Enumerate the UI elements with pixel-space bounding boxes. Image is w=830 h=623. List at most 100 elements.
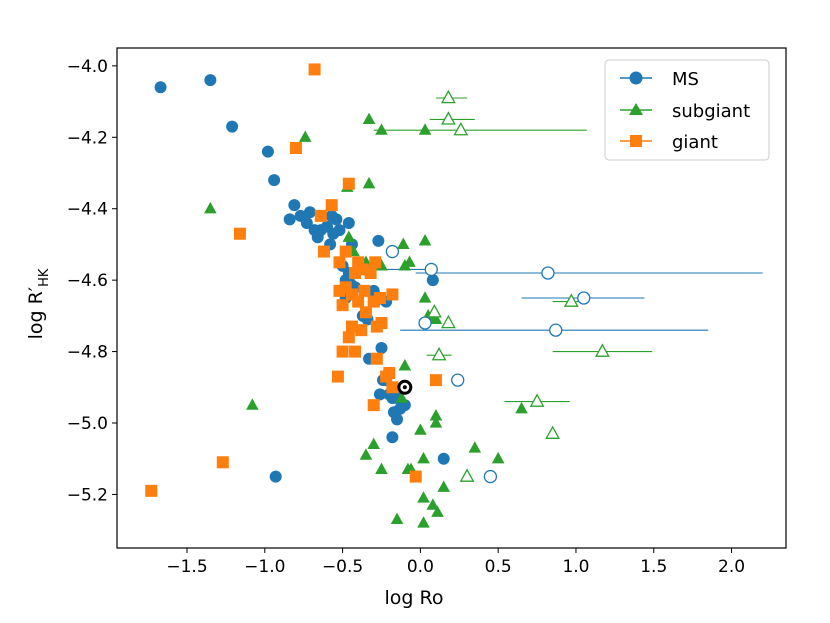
open-point-ms <box>418 316 432 330</box>
data-point-subgiant <box>375 123 388 135</box>
y-axis-label-sub: HK <box>37 268 52 287</box>
legend-box <box>604 59 770 161</box>
y-axis-label: log R′HK <box>25 268 52 339</box>
x-tick-label: −1.5 <box>166 557 207 577</box>
data-point-subgiant <box>362 176 376 189</box>
x-tick-label: 0.5 <box>485 557 512 577</box>
data-point-giant <box>358 284 371 297</box>
data-point-subgiant <box>298 130 312 142</box>
sun-marker-dot <box>402 385 407 390</box>
open-point-ms <box>549 323 563 337</box>
data-point-giant <box>359 306 372 319</box>
legend-label-ms: MS <box>672 69 699 90</box>
data-point-subgiant <box>398 359 412 371</box>
open-point-ms <box>541 266 555 280</box>
open-point-subgiant <box>459 468 475 482</box>
open-point-subgiant <box>529 393 545 407</box>
data-point-ms <box>261 145 274 158</box>
data-point-ms <box>154 81 167 94</box>
data-point-giant <box>289 142 302 154</box>
data-point-giant <box>345 320 358 333</box>
open-point-subgiant <box>563 293 579 307</box>
data-point-giant <box>429 374 442 387</box>
data-point-subgiant <box>429 312 443 325</box>
data-point-giant <box>364 267 377 279</box>
data-point-subgiant <box>204 201 217 214</box>
data-point-giant <box>339 245 352 258</box>
data-point-ms <box>269 470 282 483</box>
data-point-subgiant <box>491 451 505 464</box>
data-point-subgiant <box>375 462 388 475</box>
data-point-ms <box>300 217 313 229</box>
y-tick-label: −4.4 <box>67 200 108 220</box>
x-tick-label: 0.0 <box>407 557 434 577</box>
data-point-subgiant <box>429 416 443 428</box>
x-tick-label: 1.5 <box>640 557 667 577</box>
data-point-subgiant <box>429 409 443 421</box>
y-tick-label: −5.2 <box>67 485 108 505</box>
open-point-subgiant <box>595 343 610 357</box>
data-point-ms <box>437 452 450 465</box>
data-point-ms <box>333 224 346 237</box>
data-point-giant <box>375 317 388 329</box>
open-point-subgiant <box>545 425 561 439</box>
open-point-ms <box>385 244 400 259</box>
data-point-subgiant <box>417 491 430 503</box>
data-point-subgiant <box>437 480 451 492</box>
data-point-subgiant <box>418 123 432 135</box>
data-point-ms <box>373 388 386 401</box>
data-point-subgiant <box>468 441 482 453</box>
data-point-subgiant <box>246 398 259 410</box>
data-point-ms <box>372 234 385 247</box>
y-tick-label: −5.0 <box>67 414 108 434</box>
data-point-giant <box>233 227 246 240</box>
data-point-ms <box>426 274 439 287</box>
open-point-ms <box>577 291 591 305</box>
data-point-giant <box>317 245 330 258</box>
data-point-subgiant <box>367 437 381 450</box>
data-point-giant <box>369 256 382 269</box>
legend: MS subgiant giant <box>604 59 770 161</box>
data-point-ms <box>288 199 301 212</box>
data-point-giant <box>336 299 349 312</box>
open-point-ms <box>483 469 498 484</box>
x-tick-label: −1.0 <box>244 557 285 577</box>
y-axis: −4.0 −4.2 −4.4 −4.6 −4.8 −5.0 −5.2 <box>67 57 117 505</box>
data-point-giant <box>333 256 346 269</box>
open-point-subgiant <box>440 314 456 329</box>
data-point-giant <box>314 209 327 222</box>
data-point-subgiant <box>395 391 409 403</box>
open-point-subgiant <box>440 89 456 104</box>
y-tick-label: −4.0 <box>67 57 108 77</box>
legend-item-subgiant: subgiant <box>620 101 750 122</box>
legend-label-subgiant: subgiant <box>672 101 750 122</box>
open-point-subgiant <box>431 346 447 361</box>
data-point-giant <box>336 345 349 358</box>
data-point-subgiant <box>426 498 440 510</box>
data-point-giant <box>342 331 355 344</box>
data-point-ms <box>330 213 343 226</box>
x-tick-label: 2.0 <box>718 557 745 577</box>
data-point-giant <box>370 352 383 365</box>
data-point-giant <box>367 399 380 412</box>
data-point-ms <box>391 413 404 426</box>
data-point-ms <box>375 342 388 354</box>
data-point-giant <box>145 484 158 497</box>
data-point-giant <box>352 295 365 308</box>
data-point-ms <box>268 174 281 187</box>
data-point-giant <box>355 324 368 337</box>
legend-item-giant: giant <box>620 132 718 153</box>
legend-label-giant: giant <box>672 132 718 153</box>
x-tick-label: −0.5 <box>322 557 363 577</box>
data-point-giant <box>308 63 321 76</box>
data-point-subgiant <box>342 230 356 242</box>
x-axis-label: log Ro <box>385 587 444 609</box>
data-point-subgiant <box>431 505 444 517</box>
data-point-subgiant <box>418 291 432 303</box>
data-point-subgiant <box>414 423 427 435</box>
data-point-subgiant <box>390 512 404 525</box>
y-axis-label-main: log R′ <box>25 287 47 340</box>
data-point-subgiant <box>515 401 528 414</box>
data-point-ms <box>386 431 399 444</box>
